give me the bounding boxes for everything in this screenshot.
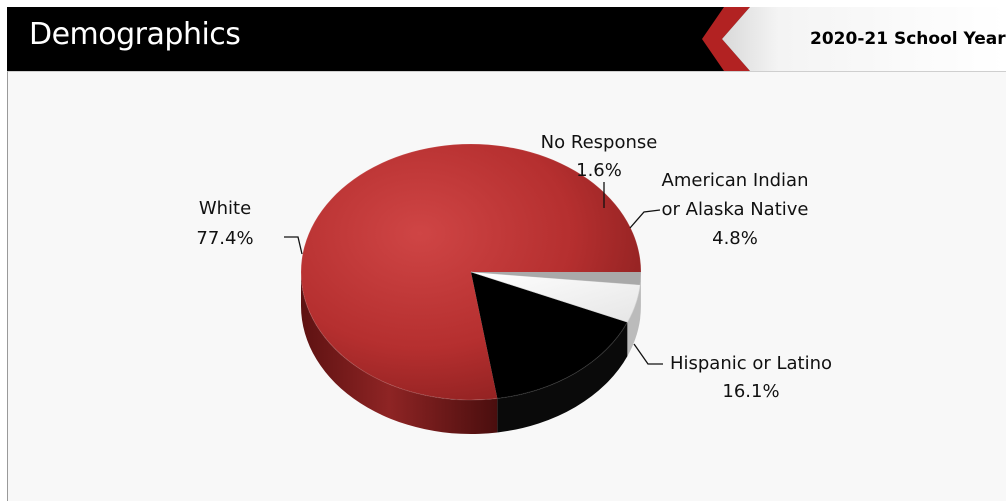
pie-slice-white-side [301,272,498,435]
leader-line-american-indian [629,209,661,229]
label-no-response-name: No Response [541,132,658,153]
label-american-indian-name-line2: or Alaska Native [662,199,809,220]
leader-line-white [284,236,303,255]
label-hispanic-name: Hispanic or Latino [670,353,832,374]
leader-line-hispanic [633,343,663,365]
pie-slice-american-indian-side [627,284,641,357]
school-year-tab [702,7,1006,71]
tab-background [722,7,1006,71]
label-no-response-value: 1.6% [576,160,622,181]
page-title: Demographics [29,17,241,52]
pie-slice-american-indian [470,271,641,323]
pie-slice-hispanic [471,272,628,399]
pie-rim-highlight [300,143,642,401]
label-white-name: White [199,198,251,219]
school-year-label: 2020-21 School Year [810,29,1006,49]
label-hispanic-value: 16.1% [722,381,779,402]
pie-slice-hispanic-side [497,322,628,433]
label-american-indian-name-line1: American Indian [662,170,809,191]
chevron-red-icon [702,7,750,71]
chart-panel: White 77.4% No Response 1.6% American In… [7,71,1006,501]
pie-slice-no-response [471,272,641,285]
label-white-value: 77.4% [196,228,253,249]
pie-slice-no-response-side [640,272,641,319]
label-american-indian-value: 4.8% [712,228,758,249]
pie-chart: White 77.4% No Response 1.6% American In… [196,132,832,435]
header-bar: Demographics 2020-21 School Year [7,7,1006,71]
